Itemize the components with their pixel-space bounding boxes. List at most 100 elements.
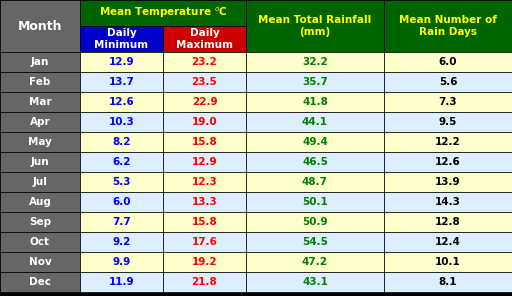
Text: Daily
Minimum: Daily Minimum bbox=[94, 28, 148, 50]
Text: 7.3: 7.3 bbox=[439, 97, 457, 107]
Bar bbox=[80, 252, 163, 272]
Text: 8.1: 8.1 bbox=[439, 277, 457, 287]
Text: May: May bbox=[28, 137, 52, 147]
Bar bbox=[163, 272, 246, 292]
Text: 11.9: 11.9 bbox=[109, 277, 134, 287]
Text: 17.6: 17.6 bbox=[191, 237, 218, 247]
Bar bbox=[246, 232, 384, 252]
Text: 13.7: 13.7 bbox=[109, 77, 135, 87]
Text: 5.3: 5.3 bbox=[112, 177, 131, 187]
Text: 12.8: 12.8 bbox=[435, 217, 461, 227]
Bar bbox=[246, 252, 384, 272]
Bar bbox=[80, 172, 163, 192]
Text: 9.9: 9.9 bbox=[112, 257, 131, 267]
Text: 47.2: 47.2 bbox=[302, 257, 328, 267]
Bar bbox=[163, 132, 246, 152]
Text: 8.2: 8.2 bbox=[112, 137, 131, 147]
Bar bbox=[384, 212, 512, 232]
Bar bbox=[80, 26, 163, 52]
Bar bbox=[80, 72, 163, 92]
Bar bbox=[80, 152, 163, 172]
Text: 21.8: 21.8 bbox=[191, 277, 218, 287]
Text: 10.1: 10.1 bbox=[435, 257, 461, 267]
Text: Feb: Feb bbox=[29, 77, 51, 87]
Bar bbox=[384, 232, 512, 252]
Bar bbox=[80, 212, 163, 232]
Bar bbox=[80, 232, 163, 252]
Bar bbox=[163, 192, 246, 212]
Bar bbox=[384, 112, 512, 132]
Bar bbox=[0, 112, 80, 132]
Text: 13.3: 13.3 bbox=[191, 197, 218, 207]
Bar bbox=[384, 152, 512, 172]
Bar bbox=[246, 132, 384, 152]
Bar bbox=[384, 252, 512, 272]
Text: 12.6: 12.6 bbox=[435, 157, 461, 167]
Text: Mar: Mar bbox=[29, 97, 51, 107]
Text: 50.1: 50.1 bbox=[302, 197, 328, 207]
Text: 46.5: 46.5 bbox=[302, 157, 328, 167]
Bar bbox=[384, 52, 512, 72]
Bar bbox=[384, 92, 512, 112]
Text: 12.9: 12.9 bbox=[191, 157, 217, 167]
Text: 22.9: 22.9 bbox=[191, 97, 217, 107]
Text: Mean Total Rainfall
(mm): Mean Total Rainfall (mm) bbox=[259, 15, 372, 37]
Text: 19.2: 19.2 bbox=[191, 257, 217, 267]
Text: 15.8: 15.8 bbox=[191, 217, 218, 227]
Text: 6.0: 6.0 bbox=[112, 197, 131, 207]
Text: 32.2: 32.2 bbox=[302, 57, 328, 67]
Bar bbox=[0, 132, 80, 152]
Text: 9.5: 9.5 bbox=[439, 117, 457, 127]
Text: 15.8: 15.8 bbox=[191, 137, 218, 147]
Bar bbox=[163, 212, 246, 232]
Bar bbox=[246, 52, 384, 72]
Bar bbox=[384, 0, 512, 52]
Bar bbox=[163, 172, 246, 192]
Bar bbox=[0, 72, 80, 92]
Bar bbox=[384, 72, 512, 92]
Bar bbox=[80, 192, 163, 212]
Bar bbox=[246, 212, 384, 232]
Text: 54.5: 54.5 bbox=[302, 237, 328, 247]
Bar bbox=[163, 52, 246, 72]
Text: 5.6: 5.6 bbox=[439, 77, 457, 87]
Text: 7.7: 7.7 bbox=[112, 217, 131, 227]
Text: 50.9: 50.9 bbox=[302, 217, 328, 227]
Text: 43.1: 43.1 bbox=[302, 277, 328, 287]
Bar bbox=[163, 72, 246, 92]
Text: 35.7: 35.7 bbox=[302, 77, 328, 87]
Text: Dec: Dec bbox=[29, 277, 51, 287]
Text: 44.1: 44.1 bbox=[302, 117, 328, 127]
Text: Jun: Jun bbox=[31, 157, 49, 167]
Text: 12.6: 12.6 bbox=[109, 97, 134, 107]
Bar bbox=[0, 152, 80, 172]
Bar bbox=[246, 152, 384, 172]
Bar bbox=[0, 232, 80, 252]
Bar bbox=[80, 52, 163, 72]
Bar bbox=[0, 212, 80, 232]
Bar bbox=[246, 172, 384, 192]
Bar bbox=[163, 232, 246, 252]
Bar bbox=[246, 112, 384, 132]
Bar bbox=[246, 272, 384, 292]
Text: 9.2: 9.2 bbox=[112, 237, 131, 247]
Text: 19.0: 19.0 bbox=[191, 117, 217, 127]
Text: 6.0: 6.0 bbox=[439, 57, 457, 67]
Text: Nov: Nov bbox=[29, 257, 51, 267]
Bar bbox=[0, 92, 80, 112]
Text: Apr: Apr bbox=[30, 117, 50, 127]
Bar bbox=[80, 92, 163, 112]
Bar bbox=[384, 272, 512, 292]
Text: Sep: Sep bbox=[29, 217, 51, 227]
Bar bbox=[0, 52, 80, 72]
Bar bbox=[163, 112, 246, 132]
Text: 23.5: 23.5 bbox=[191, 77, 218, 87]
Text: Jul: Jul bbox=[33, 177, 48, 187]
Bar bbox=[384, 132, 512, 152]
Bar bbox=[384, 192, 512, 212]
Bar bbox=[80, 272, 163, 292]
Text: Mean Number of
Rain Days: Mean Number of Rain Days bbox=[399, 15, 497, 37]
Text: Daily
Maximum: Daily Maximum bbox=[176, 28, 233, 50]
Bar bbox=[163, 252, 246, 272]
Text: 12.9: 12.9 bbox=[109, 57, 134, 67]
